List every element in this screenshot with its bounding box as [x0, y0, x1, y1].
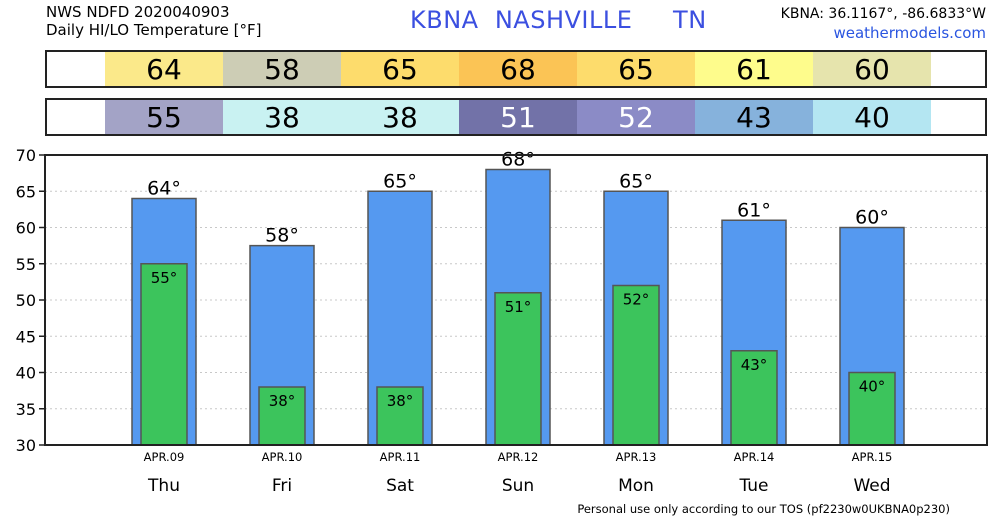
- low-temp-bar: [258, 386, 306, 446]
- date-tick-label: APR.12: [498, 450, 539, 464]
- high-temperature-strip: 64 58 65 68 65 61 60: [45, 50, 987, 88]
- date-tick-label: APR.15: [852, 450, 893, 464]
- low-temp-label: 38°: [387, 392, 414, 410]
- model-run-label: NWS NDFD 2020040903: [46, 3, 230, 21]
- y-tick-label: 65: [16, 182, 36, 201]
- y-tick-label: 55: [16, 255, 36, 274]
- high-temp-label: 64°: [147, 178, 181, 200]
- day-tick-label: Wed: [853, 476, 890, 496]
- high-strip-cell: 61: [695, 52, 813, 86]
- date-tick-label: APR.09: [144, 450, 185, 464]
- low-temp-label: 43°: [741, 356, 768, 374]
- high-temp-label: 65°: [383, 170, 417, 192]
- day-tick-label: Tue: [738, 476, 768, 496]
- y-tick-label: 50: [16, 291, 36, 310]
- high-temp-label: 68°: [501, 149, 535, 171]
- high-strip-cell: 58: [223, 52, 341, 86]
- low-strip-cell: 38: [341, 100, 459, 134]
- high-strip-cell: 65: [341, 52, 459, 86]
- day-tick-label: Mon: [618, 476, 654, 496]
- low-strip-cell: 43: [695, 100, 813, 134]
- low-temp-label: 51°: [505, 298, 532, 316]
- high-strip-cell: 64: [105, 52, 223, 86]
- chart-header-right: KBNA: 36.1167°, -86.6833°W weathermodels…: [781, 5, 986, 43]
- day-tick-label: Sat: [386, 476, 414, 496]
- low-temp-bar: [848, 371, 896, 446]
- y-tick-label: 40: [16, 364, 36, 383]
- day-tick-label: Fri: [272, 476, 292, 496]
- station-coordinates: KBNA: 36.1167°, -86.6833°W: [780, 6, 986, 22]
- y-tick-label: 30: [16, 436, 36, 455]
- low-strip-cell: 40: [813, 100, 931, 134]
- high-strip-cell: 68: [459, 52, 577, 86]
- low-temperature-strip: 55 38 38 51 52 43 40: [45, 98, 987, 136]
- low-temp-label: 40°: [859, 378, 886, 396]
- low-strip-cell: 52: [577, 100, 695, 134]
- high-temp-label: 58°: [265, 225, 299, 247]
- low-temp-label: 52°: [623, 291, 650, 309]
- day-tick-label: Sun: [502, 476, 534, 496]
- date-tick-label: APR.14: [734, 450, 775, 464]
- low-strip-cell: 38: [223, 100, 341, 134]
- low-temp-bar: [494, 292, 542, 446]
- date-tick-label: APR.10: [262, 450, 303, 464]
- low-strip-cell: 51: [459, 100, 577, 134]
- station-title: KBNA NASHVILLE TN: [410, 6, 707, 34]
- date-tick-label: APR.11: [380, 450, 421, 464]
- chart-header-left: NWS NDFD 2020040903 Daily HI/LO Temperat…: [46, 3, 262, 39]
- low-temp-bar: [376, 386, 424, 446]
- y-tick-label: 35: [16, 400, 36, 419]
- day-tick-label: Thu: [147, 476, 180, 496]
- high-temp-label: 65°: [619, 170, 653, 192]
- date-tick-label: APR.13: [616, 450, 657, 464]
- low-strip-cell: 55: [105, 100, 223, 134]
- footer-note: Personal use only according to our TOS (…: [577, 502, 950, 516]
- high-strip-cell: 65: [577, 52, 695, 86]
- y-tick-label: 60: [16, 219, 36, 238]
- y-tick-label: 45: [16, 327, 36, 346]
- low-temp-label: 55°: [151, 269, 178, 287]
- site-link[interactable]: weathermodels.com: [833, 24, 986, 42]
- y-tick-label: 70: [16, 146, 36, 165]
- low-temp-label: 38°: [269, 392, 296, 410]
- high-strip-cell: 60: [813, 52, 931, 86]
- low-temp-bar: [140, 263, 188, 446]
- high-temp-label: 60°: [855, 207, 889, 229]
- high-temp-label: 61°: [737, 199, 771, 221]
- chart-subtitle: Daily HI/LO Temperature [°F]: [46, 21, 262, 39]
- low-temp-bar: [612, 284, 660, 446]
